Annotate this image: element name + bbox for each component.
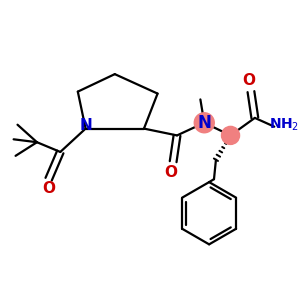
Text: O: O [165,165,178,180]
Text: O: O [42,182,55,196]
Circle shape [194,112,215,134]
Text: O: O [242,74,256,88]
Text: N: N [197,114,211,132]
Text: N: N [79,118,92,133]
Text: NH$_2$: NH$_2$ [269,116,299,133]
Circle shape [221,126,240,145]
